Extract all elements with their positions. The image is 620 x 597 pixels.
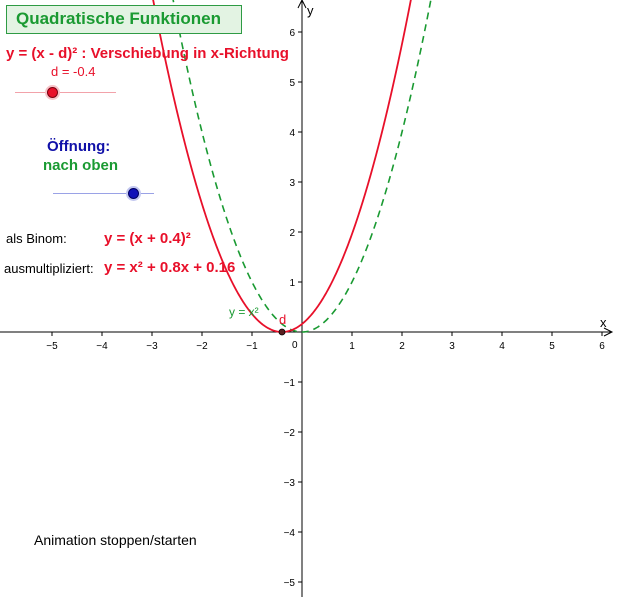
- y-tick-label: 4: [289, 128, 295, 139]
- y-tick-label: −2: [284, 428, 296, 439]
- binom-label: als Binom:: [6, 231, 67, 246]
- opening-value: nach oben: [43, 157, 119, 174]
- x-tick-label: 4: [499, 341, 505, 352]
- d-slider-label: d = -0.4: [51, 64, 96, 79]
- x-axis-arrow: [603, 327, 614, 337]
- d-slider-handle[interactable]: [44, 85, 60, 100]
- x-tick-label: 1: [349, 341, 355, 352]
- y-tick-label: 5: [289, 78, 295, 89]
- reference-parabola-label: y = x²: [229, 305, 259, 319]
- reference-parabola: [172, 0, 432, 333]
- y-tick-label: 3: [289, 178, 295, 189]
- d-slider-handle-core: [46, 87, 58, 98]
- opening-title: Öffnung:: [47, 138, 111, 155]
- subtitle-equation: y = (x - d)² : Verschiebung in x-Richtun…: [6, 45, 289, 62]
- page-title: Quadratische Funktionen: [16, 9, 221, 28]
- curves: [152, 0, 432, 336]
- y-tick-label: −4: [284, 528, 296, 539]
- x-tick-label: 6: [599, 341, 605, 352]
- x-tick-label: −1: [246, 341, 258, 352]
- animation-toggle-button[interactable]: Animation stoppen/starten: [34, 532, 197, 548]
- y-tick-label: 1: [289, 278, 295, 289]
- x-tick-label: 5: [549, 341, 555, 352]
- x-tick-label: −5: [46, 341, 58, 352]
- opening-slider-handle-core: [128, 188, 140, 199]
- opening-slider-track[interactable]: [53, 193, 154, 194]
- y-axis-arrow: [297, 0, 307, 9]
- y-axis-label: y: [307, 3, 314, 18]
- binom-equation: y = (x + 0.4)²: [104, 230, 191, 247]
- axis-labels: x y −5 −4 −3 −2 −1 1 2 3 4 5 6 −5 −4 −3 −2 −1 1 2 3 4 5 6 0 d y = …: [46, 3, 607, 589]
- x-tick-label: −3: [146, 341, 158, 352]
- expanded-equation: y = x² + 0.8x + 0.16: [104, 259, 236, 276]
- d-slider-track[interactable]: [15, 92, 116, 93]
- x-tick-label: 2: [399, 341, 405, 352]
- x-tick-label: 3: [449, 341, 455, 352]
- y-tick-label: −1: [284, 378, 296, 389]
- y-tick-label: −3: [284, 478, 296, 489]
- x-axis-label: x: [600, 315, 607, 330]
- y-tick-label: 2: [289, 228, 295, 239]
- vertex-point: [278, 328, 286, 336]
- y-tick-label: 6: [289, 28, 295, 39]
- title-box: [6, 5, 242, 34]
- opening-slider-handle[interactable]: [126, 186, 142, 201]
- expanded-label: ausmultipliziert:: [4, 261, 94, 276]
- x-tick-label: −2: [196, 341, 208, 352]
- y-tick-label: −5: [284, 578, 296, 589]
- vertex-label: d: [279, 312, 286, 327]
- x-tick-label: −4: [96, 341, 108, 352]
- origin-label: 0: [292, 340, 298, 351]
